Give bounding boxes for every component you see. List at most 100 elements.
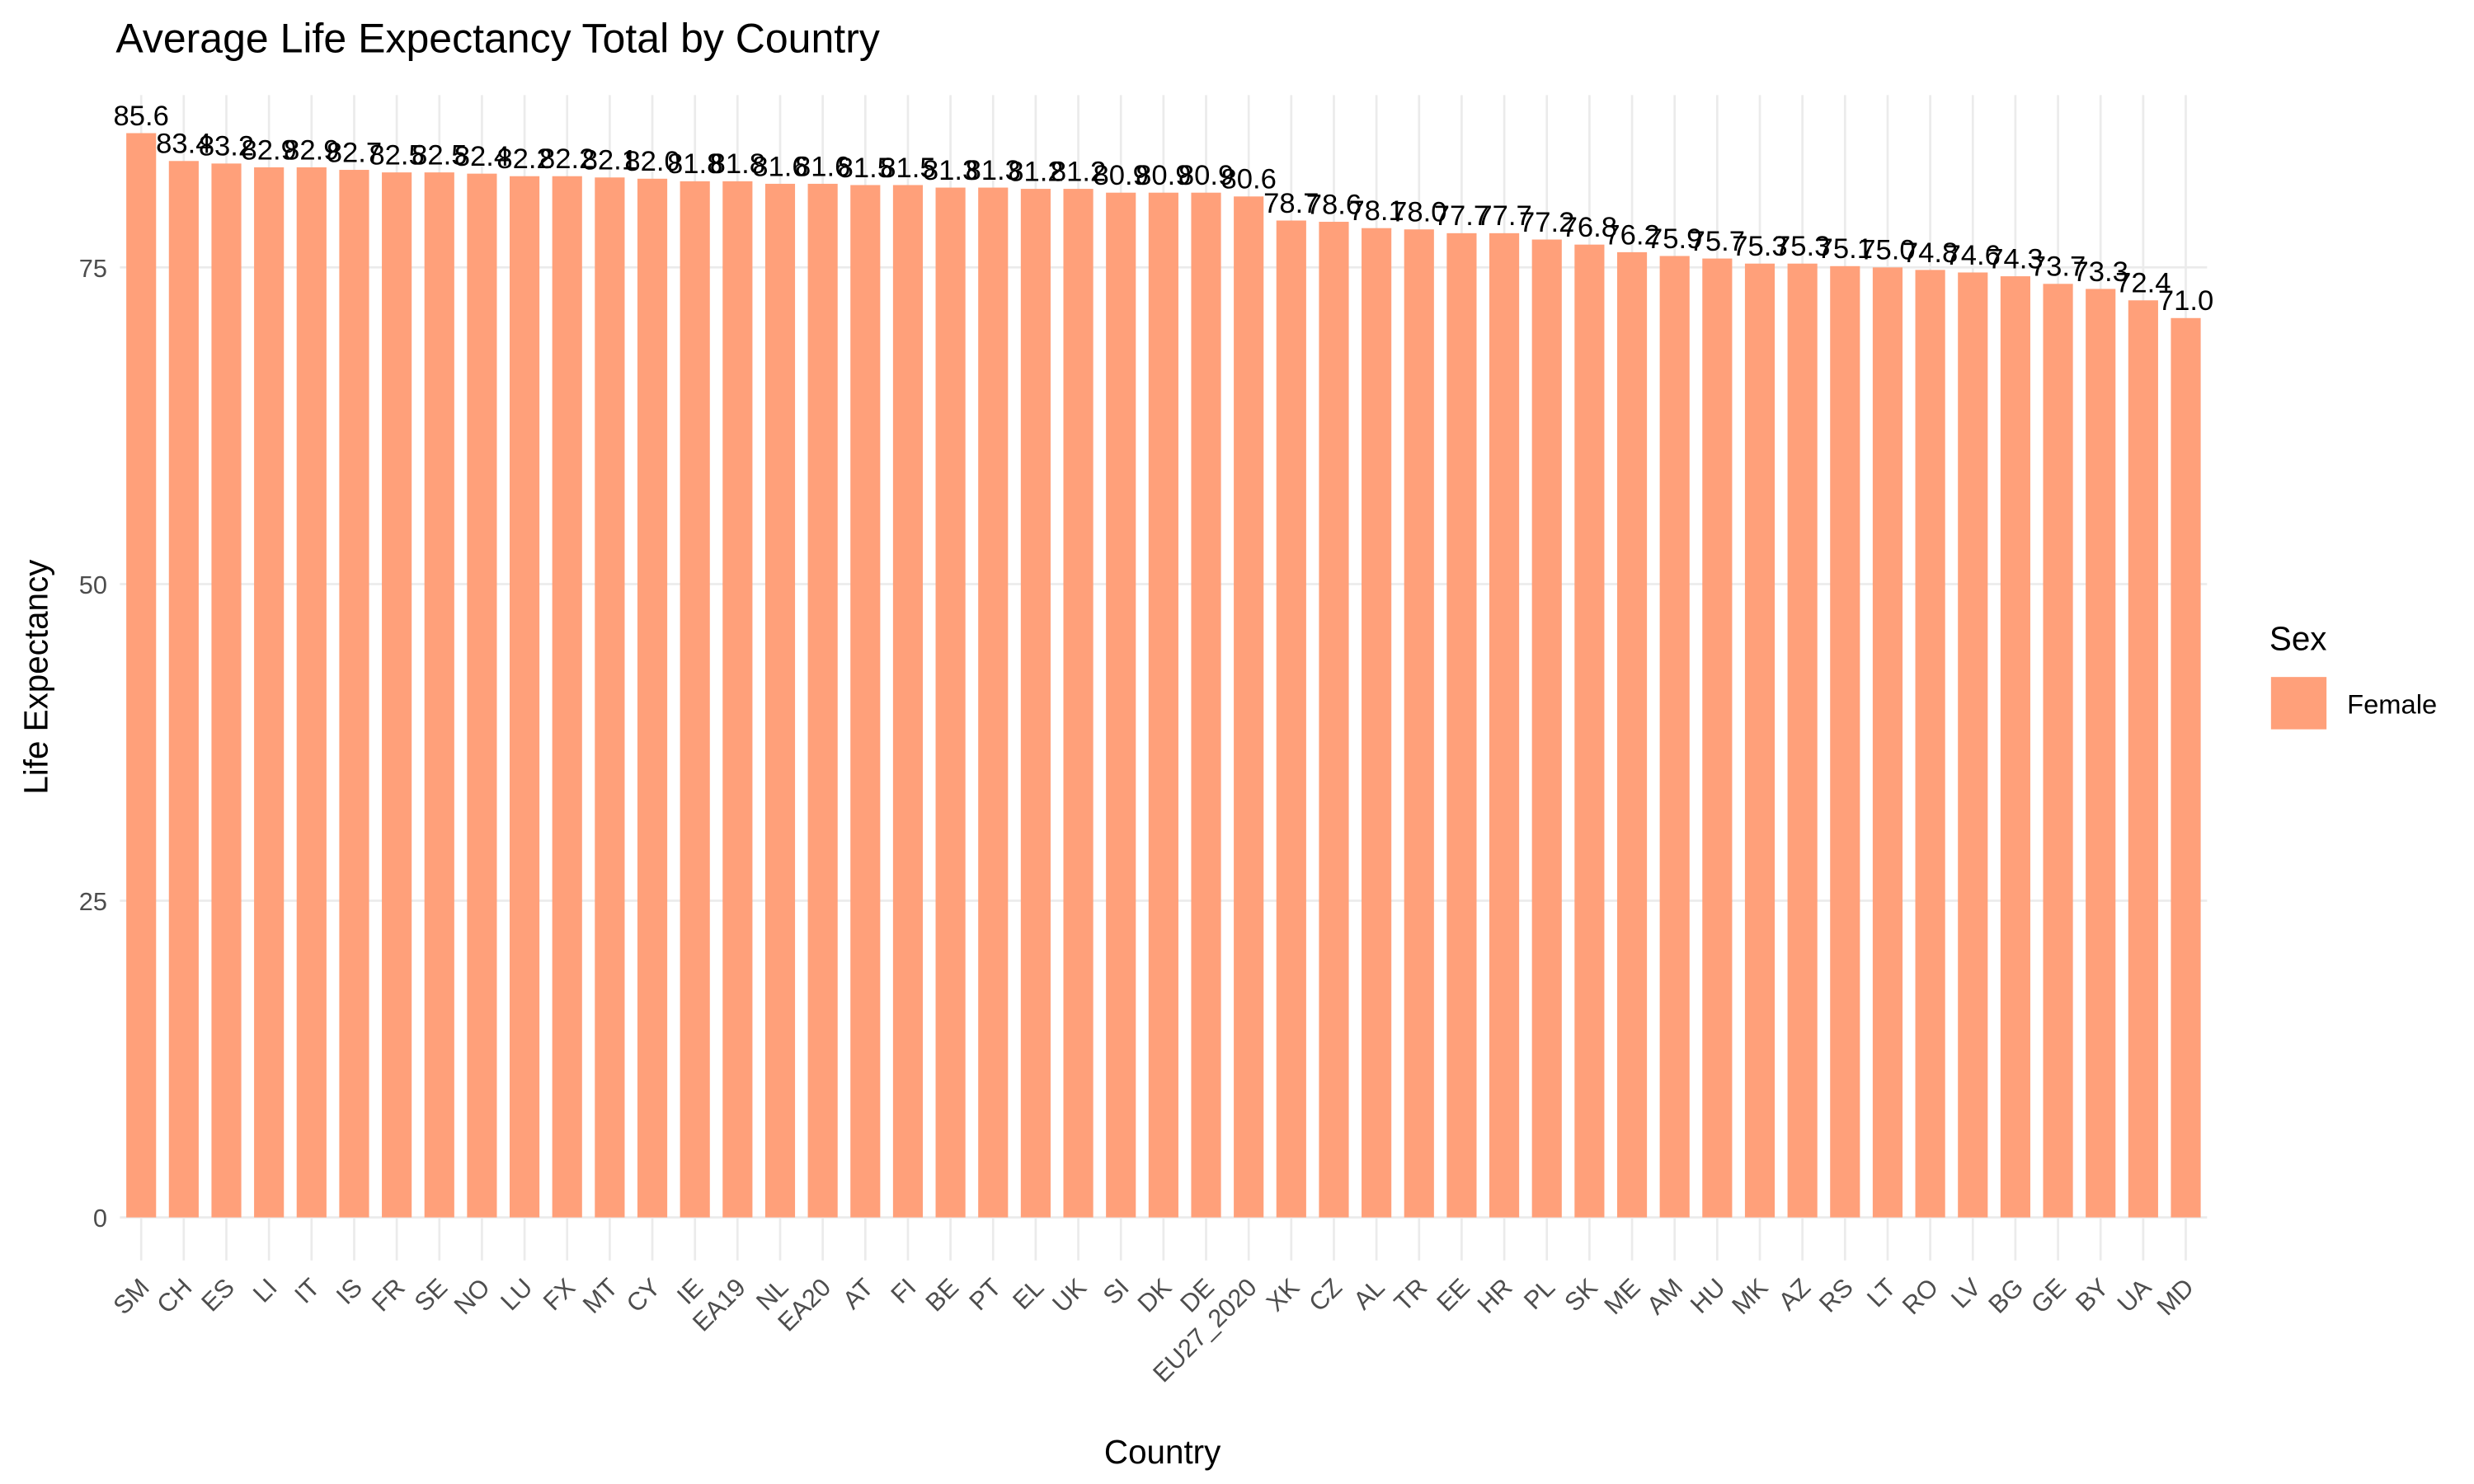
data-label: 78.1 xyxy=(1348,195,1404,227)
data-label: 81.2 xyxy=(1051,156,1106,187)
bar xyxy=(2000,276,2030,1218)
bar xyxy=(2086,289,2116,1218)
bar xyxy=(2171,317,2201,1218)
bar xyxy=(1659,256,1690,1218)
plot-area: 025507585.683.483.282.982.982.782.582.58… xyxy=(79,95,2213,1388)
data-label: 82.2 xyxy=(539,143,595,175)
data-label: 83.2 xyxy=(199,131,254,162)
bar xyxy=(168,161,199,1218)
bar xyxy=(510,176,540,1218)
bar xyxy=(1787,263,1818,1218)
data-label: 75.1 xyxy=(1818,233,1873,265)
bar xyxy=(467,173,497,1218)
data-label: 78.6 xyxy=(1306,189,1362,220)
bar xyxy=(850,185,881,1218)
data-label: 76.2 xyxy=(1604,219,1659,251)
data-label: 81.3 xyxy=(966,155,1021,186)
bar xyxy=(892,185,924,1218)
data-label: 75.3 xyxy=(1732,231,1787,262)
bar xyxy=(1234,196,1264,1218)
data-label: 85.6 xyxy=(114,101,169,132)
data-label: 71.0 xyxy=(2158,285,2213,317)
bar xyxy=(254,167,285,1218)
bar xyxy=(2043,284,2073,1218)
data-label: 76.8 xyxy=(1562,212,1617,243)
y-tick-label: 75 xyxy=(79,254,107,283)
bar xyxy=(1319,222,1349,1218)
bar xyxy=(1744,263,1776,1218)
bar xyxy=(1020,189,1051,1218)
data-label: 82.7 xyxy=(327,137,382,168)
y-tick-label: 50 xyxy=(79,571,107,599)
bar xyxy=(1362,228,1392,1218)
bar xyxy=(680,181,710,1218)
bar xyxy=(1915,270,1945,1218)
data-label: 80.9 xyxy=(1178,160,1234,191)
data-label: 81.8 xyxy=(710,148,765,180)
bar xyxy=(807,183,838,1218)
data-label: 81.6 xyxy=(795,151,850,182)
data-label: 75.7 xyxy=(1690,226,1745,257)
bar xyxy=(1531,239,1562,1218)
bar xyxy=(1574,244,1605,1218)
data-label: 81.6 xyxy=(752,151,807,182)
y-axis-label: Life Expectancy xyxy=(17,559,55,795)
legend-key xyxy=(2270,677,2327,730)
data-label: 77.2 xyxy=(1519,207,1574,238)
data-label: 77.7 xyxy=(1476,200,1531,232)
data-label: 80.6 xyxy=(1221,164,1276,195)
data-label: 75.3 xyxy=(1775,231,1830,262)
data-label: 74.6 xyxy=(1945,240,2001,271)
data-label: 82.9 xyxy=(241,134,296,166)
bar xyxy=(552,176,582,1218)
legend-title: Sex xyxy=(2269,619,2327,657)
bar xyxy=(382,172,412,1218)
bar xyxy=(1616,251,1648,1218)
x-axis-label: Country xyxy=(1104,1433,1221,1471)
data-label: 81.3 xyxy=(923,155,978,186)
bar xyxy=(637,178,668,1218)
bar xyxy=(1872,267,1903,1218)
bar xyxy=(211,163,242,1218)
bar xyxy=(1489,232,1520,1218)
data-label: 81.5 xyxy=(838,153,893,184)
data-label: 75.9 xyxy=(1647,223,1702,255)
data-label: 80.9 xyxy=(1136,160,1191,191)
data-label: 82.4 xyxy=(454,141,510,172)
bar xyxy=(1276,220,1306,1218)
data-label: 82.0 xyxy=(624,146,680,177)
data-label: 77.7 xyxy=(1434,200,1489,232)
data-label: 78.7 xyxy=(1263,188,1319,219)
bar xyxy=(1446,232,1477,1218)
data-label: 82.5 xyxy=(412,139,467,171)
data-label: 73.7 xyxy=(2030,251,2086,283)
bar xyxy=(1404,229,1434,1218)
bar xyxy=(595,177,625,1218)
data-label: 81.5 xyxy=(880,153,935,184)
data-label: 74.3 xyxy=(1987,243,2043,275)
data-label: 75.0 xyxy=(1860,235,1915,266)
bar xyxy=(1702,258,1733,1218)
data-label: 81.8 xyxy=(667,148,722,180)
y-tick-label: 25 xyxy=(79,887,107,916)
data-label: 78.0 xyxy=(1391,197,1446,228)
chart-title: Average Life Expectancy Total by Country xyxy=(115,15,879,61)
data-label: 83.4 xyxy=(156,129,211,160)
bar xyxy=(1958,272,1988,1218)
bar xyxy=(126,133,157,1218)
bar xyxy=(1063,189,1094,1218)
data-label: 82.9 xyxy=(284,134,339,166)
data-label: 80.9 xyxy=(1094,160,1149,191)
legend-label: Female xyxy=(2347,688,2437,719)
bar xyxy=(1148,192,1178,1218)
bar xyxy=(764,183,796,1218)
bar xyxy=(1830,265,1860,1218)
data-label: 82.5 xyxy=(369,139,424,171)
data-label: 73.3 xyxy=(2073,256,2128,288)
bar xyxy=(935,187,966,1218)
bar xyxy=(424,172,454,1218)
y-tick-label: 0 xyxy=(93,1204,107,1233)
bar xyxy=(296,167,327,1218)
bar xyxy=(2128,300,2158,1218)
